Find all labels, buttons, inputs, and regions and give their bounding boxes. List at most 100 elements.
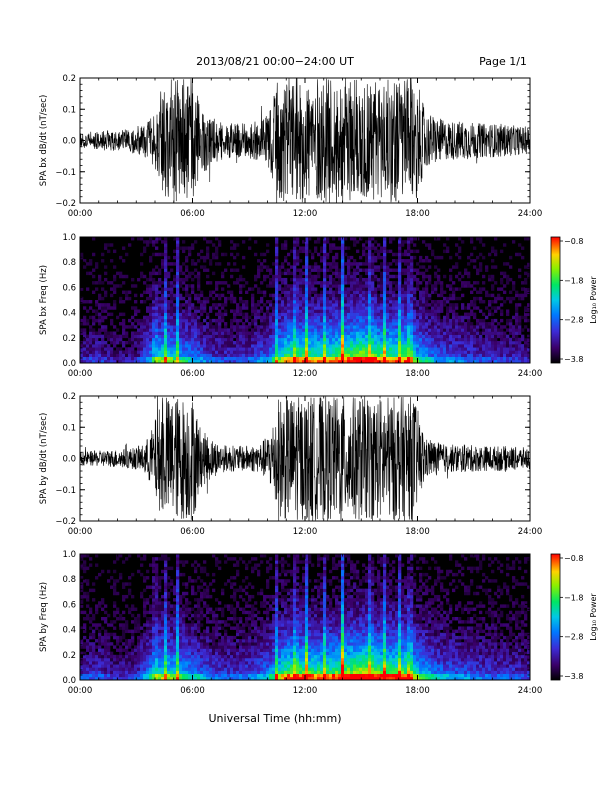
spectrogram-cell — [404, 315, 408, 320]
spectrogram-cell — [449, 277, 453, 282]
spectrogram-cell — [149, 287, 153, 291]
spectrogram-cell — [326, 312, 330, 317]
spectrogram-cell — [359, 337, 363, 342]
spectrogram-cell — [383, 255, 387, 260]
spectrogram-cell — [215, 284, 219, 288]
spectrogram-cell — [485, 359, 489, 364]
spectrogram-cell — [500, 344, 504, 348]
spectrogram-cell — [308, 274, 312, 279]
spectrogram-cell — [152, 676, 156, 681]
spectrogram-cell — [143, 347, 147, 351]
x-tick-label: 18:00 — [405, 209, 430, 219]
spectrogram-cell — [155, 359, 159, 364]
spectrogram-cell — [167, 300, 171, 304]
spectrogram-cell — [140, 648, 144, 652]
spectrogram-cell — [125, 331, 129, 335]
spectrogram-cell — [245, 359, 249, 364]
spectrogram-cell — [86, 664, 90, 668]
spectrogram-cell — [305, 284, 309, 288]
spectrogram-cell — [218, 347, 222, 351]
spectrogram-cell — [194, 340, 198, 345]
spectrogram-cell — [482, 300, 486, 304]
spectrogram-cell — [359, 300, 363, 304]
spectrogram-cell — [365, 315, 369, 320]
spectrogram-cell — [254, 284, 258, 288]
spectrogram-cell — [407, 259, 411, 263]
spectrogram-cell — [347, 334, 351, 339]
spectrogram-cell — [449, 359, 453, 364]
spectrogram-cell — [386, 284, 390, 288]
spectrogram-cell — [284, 337, 288, 342]
spectrogram-cell — [500, 287, 504, 291]
spectrogram-cell — [518, 252, 522, 257]
spectrogram-cell — [284, 271, 288, 276]
spectrogram-cell — [395, 322, 399, 326]
spectrogram-cell — [101, 673, 105, 678]
spectrogram-cell — [230, 356, 234, 361]
spectrogram-cell — [158, 610, 162, 615]
spectrogram-cell — [320, 350, 324, 354]
spectrogram-cell — [284, 328, 288, 332]
spectrogram-cell — [479, 252, 483, 257]
spectrogram-cell — [452, 344, 456, 348]
spectrogram-cell — [395, 303, 399, 307]
spectrogram-cell — [293, 340, 297, 345]
y-axis-label: SPA by dB/dt (nT/sec) — [39, 413, 49, 505]
spectrogram-cell — [221, 334, 225, 339]
spectrogram-cell — [188, 284, 192, 288]
spectrogram-cell — [380, 309, 384, 313]
spectrogram-cell — [284, 359, 288, 364]
spectrogram-cell — [380, 255, 384, 260]
spectrogram-cell — [80, 576, 84, 580]
spectrogram-cell — [152, 661, 156, 665]
spectrogram-cell — [173, 353, 177, 357]
spectrogram-cell — [110, 293, 114, 298]
spectrogram-cell — [296, 331, 300, 335]
spectrogram-cell — [167, 318, 171, 323]
spectrogram-cell — [110, 359, 114, 364]
spectrogram-cell — [290, 265, 294, 269]
spectrogram-cell — [158, 598, 162, 602]
spectrogram-cell — [401, 240, 405, 244]
spectrogram-cell — [203, 318, 207, 323]
spectrogram-cell — [110, 651, 114, 656]
spectrogram-cell — [125, 557, 129, 561]
spectrogram-cell — [113, 569, 117, 574]
spectrogram-cell — [428, 344, 432, 348]
spectrogram-cell — [170, 356, 174, 361]
spectrogram-cell — [464, 337, 468, 342]
spectrogram-cell — [425, 243, 429, 247]
spectrogram-cell — [98, 657, 102, 662]
spectrogram-cell — [275, 309, 279, 313]
spectrogram-cell — [152, 268, 156, 272]
spectrogram-cell — [326, 309, 330, 313]
spectrogram-cell — [473, 356, 477, 361]
spectrogram-cell — [143, 334, 147, 339]
spectrogram-cell — [518, 315, 522, 320]
spectrogram-cell — [302, 281, 306, 285]
spectrogram-cell — [428, 328, 432, 332]
spectrogram-cell — [104, 271, 108, 276]
spectrogram-cell — [476, 359, 480, 364]
spectrogram-cell — [347, 265, 351, 269]
spectrogram-cell — [392, 340, 396, 345]
spectrogram-cell — [494, 350, 498, 354]
spectrogram-cell — [428, 265, 432, 269]
spectrogram-cell — [122, 648, 126, 652]
spectrogram-cell — [278, 265, 282, 269]
spectrogram-cell — [224, 322, 228, 326]
spectrogram-cell — [473, 287, 477, 291]
spectrogram-cell — [164, 328, 168, 332]
spectrogram-cell — [320, 315, 324, 320]
spectrogram-cell — [407, 296, 411, 301]
y-tick-label: −0.1 — [55, 486, 76, 496]
spectrogram-cell — [86, 318, 90, 323]
spectrogram-cell — [152, 306, 156, 310]
spectrogram-cell — [338, 337, 342, 342]
spectrogram-cell — [164, 325, 168, 329]
spectrogram-cell — [191, 350, 195, 354]
spectrogram-cell — [236, 322, 240, 326]
spectrogram-cell — [341, 350, 345, 354]
spectrogram-cell — [275, 268, 279, 272]
spectrogram-cell — [158, 626, 162, 630]
